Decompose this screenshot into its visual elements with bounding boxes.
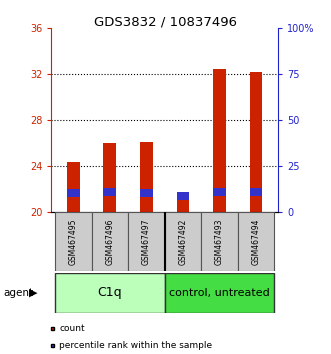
Bar	[140, 142, 153, 212]
Text: percentile rank within the sample: percentile rank within the sample	[59, 341, 212, 350]
Text: GSM467495: GSM467495	[69, 218, 78, 265]
Bar	[176, 192, 189, 200]
Text: agent: agent	[3, 288, 33, 298]
FancyBboxPatch shape	[165, 273, 274, 313]
Bar	[67, 162, 80, 212]
Text: count: count	[59, 324, 85, 333]
FancyBboxPatch shape	[55, 273, 165, 313]
Bar	[250, 72, 262, 212]
Text: GSM467493: GSM467493	[215, 218, 224, 265]
Bar	[103, 188, 116, 196]
Bar	[67, 189, 80, 198]
Text: ▶: ▶	[29, 288, 37, 298]
FancyBboxPatch shape	[238, 212, 274, 271]
FancyBboxPatch shape	[128, 212, 165, 271]
Text: C1q: C1q	[98, 286, 122, 299]
FancyBboxPatch shape	[92, 212, 128, 271]
Bar	[250, 188, 262, 196]
Bar	[140, 189, 153, 198]
Bar	[213, 188, 226, 196]
Bar	[213, 69, 226, 212]
Text: control, untreated: control, untreated	[169, 288, 270, 298]
Text: GSM467496: GSM467496	[105, 218, 114, 265]
Bar	[176, 192, 189, 212]
Bar	[103, 143, 116, 212]
FancyBboxPatch shape	[55, 212, 92, 271]
Text: GDS3832 / 10837496: GDS3832 / 10837496	[94, 16, 237, 29]
Text: GSM467497: GSM467497	[142, 218, 151, 265]
Text: GSM467494: GSM467494	[252, 218, 260, 265]
FancyBboxPatch shape	[165, 212, 201, 271]
Text: GSM467492: GSM467492	[178, 218, 187, 265]
FancyBboxPatch shape	[201, 212, 238, 271]
